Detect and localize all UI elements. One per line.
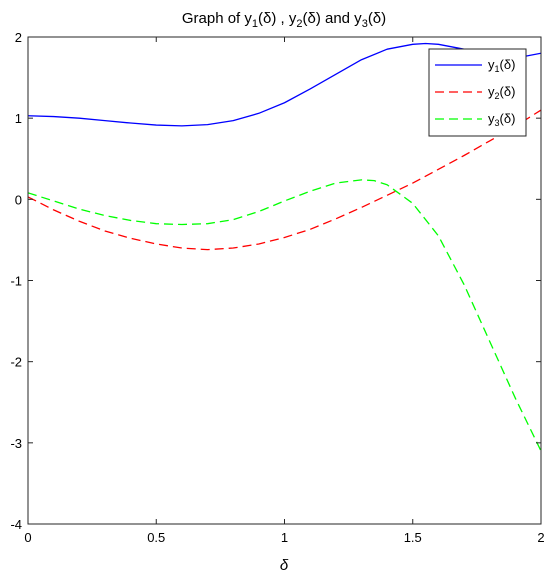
title-sub-3: 3: [362, 18, 368, 30]
y-tick-label: -2: [10, 355, 22, 370]
legend-label-1: y1(δ): [488, 57, 515, 74]
legend-label-2: y2(δ): [488, 84, 515, 101]
y-tick-label: 0: [15, 192, 22, 207]
plot-area: 0 0.5 1 1.5 2 -4 -3 -2 -1 0 1 2: [10, 30, 544, 545]
legend-label-3: y3(δ): [488, 111, 515, 128]
legend: y1(δ) y2(δ) y3(δ): [428, 48, 527, 137]
title-sub-1: 1: [252, 18, 258, 30]
y-tick-label: -4: [10, 517, 22, 532]
x-tick-label: 0: [24, 530, 31, 545]
x-tick-label: 1: [281, 530, 288, 545]
series-line-2: [28, 109, 541, 251]
title-sub-2: 2: [296, 18, 302, 30]
y-tick-label: 2: [15, 30, 22, 45]
series-line-3: [28, 179, 541, 452]
x-tick-label: 0.5: [147, 530, 165, 545]
x-axis-label: δ: [280, 557, 289, 574]
chart-title: Graph of y1(δ) , y2(δ) and y3(δ): [182, 10, 386, 30]
y-tick-label: -1: [10, 274, 22, 289]
x-tick-label: 2: [537, 530, 544, 545]
series-group: [28, 42, 541, 452]
y-tick-label: -3: [10, 436, 22, 451]
y-tick-label: 1: [15, 111, 22, 126]
series-line-1: [28, 42, 541, 127]
x-tick-label: 1.5: [404, 530, 422, 545]
